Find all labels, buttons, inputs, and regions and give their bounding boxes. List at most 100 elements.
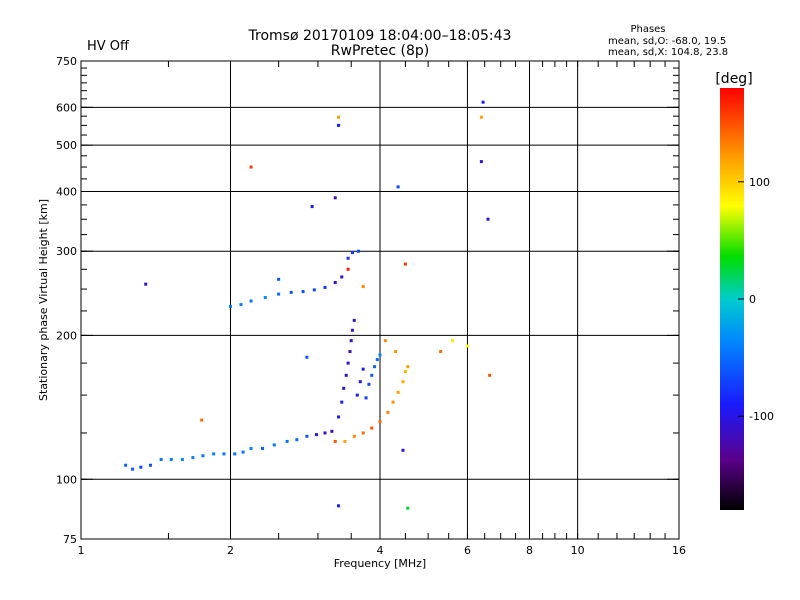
data-point [378,420,382,424]
data-point [191,456,195,460]
data-point [222,452,226,456]
data-point [144,282,148,286]
data-point [229,304,232,308]
data-point [396,390,400,394]
data-point [481,100,485,104]
data-point [378,353,382,357]
x-tick-label: 16 [672,544,686,557]
y-tick-label: 400 [56,185,77,198]
data-point [333,281,337,285]
data-point [277,292,281,296]
data-point [386,410,390,414]
data-point [356,249,360,253]
data-point [361,367,365,371]
y-axis-label: Stationary phase Virtual Height [km] [37,199,50,401]
x-axis-label: Frequency [MHz] [334,557,426,570]
y-tick-label: 500 [56,139,77,152]
data-point [349,339,353,343]
data-point [373,365,377,369]
y-tick-label: 600 [56,101,77,114]
x-tick-label: 4 [377,544,384,557]
data-point [131,467,135,471]
data-point [401,380,405,384]
data-point [346,256,350,260]
data-point [249,446,253,450]
data-point [355,393,359,397]
data-point [323,285,327,289]
data-points [124,100,492,510]
data-point [361,285,365,289]
stats-heading: Phases [630,24,665,35]
data-point [375,358,379,362]
data-point [350,328,354,332]
y-tick-labels: 75 100 200 300 400 500 600 750 [56,55,77,546]
data-point [451,339,455,343]
data-point [370,426,374,430]
colorbar-ticks: 100 0 -100 [738,176,774,423]
data-point [323,431,327,435]
chart-title: Tromsø 20170109 18:04:00–18:05:43 [248,28,512,44]
x-tick-labels: 1 2 4 6 8 10 16 [78,544,687,557]
data-point [348,350,352,354]
data-point [249,165,253,169]
x-tick-label: 10 [571,544,585,557]
data-point [479,160,483,164]
data-point [169,457,173,461]
data-point [310,205,314,209]
data-point [285,439,289,443]
data-point [361,431,365,435]
data-point [406,506,410,510]
data-point [333,439,337,443]
data-point [396,185,400,189]
data-point [277,277,281,281]
data-point [403,370,407,374]
data-point [124,463,128,467]
data-point [159,457,163,461]
data-point [344,373,348,377]
data-point [261,446,265,450]
data-point [394,350,398,354]
data-point [305,434,309,438]
data-point [241,450,245,454]
data-point [488,373,492,377]
data-point [343,439,347,443]
data-point [337,415,341,419]
stats-line-x: mean, sd,X: 104.8, 23.8 [608,47,728,58]
data-point [403,262,407,266]
data-point [350,251,354,255]
data-point [315,433,319,437]
data-point [212,452,216,456]
data-point [340,400,344,404]
data-point [301,290,305,294]
stats-line-o: mean, sd,O: -68.0, 19.5 [608,36,726,47]
axis-ticks [80,60,680,540]
data-point [272,443,276,447]
hv-status: HV Off [87,39,130,54]
data-point [370,373,374,377]
colorbar-tick-label: 0 [749,293,756,306]
data-point [239,303,243,307]
data-point [367,382,371,386]
data-point [439,350,443,354]
data-point [249,299,253,303]
data-point [342,386,346,390]
data-point [406,365,410,369]
y-tick-label: 750 [56,55,77,68]
data-point [337,504,341,508]
y-tick-label: 300 [56,245,77,258]
data-point [263,296,267,300]
data-point [486,217,490,221]
data-point [391,400,395,404]
data-point [401,448,405,452]
data-point [364,396,368,400]
data-point [201,454,205,458]
data-point [358,380,362,384]
data-point [305,355,309,359]
colorbar-tick-label: -100 [749,410,774,423]
colorbar-label: [deg] [715,71,752,87]
data-point [289,290,293,294]
x-tick-label: 8 [526,544,533,557]
data-point [383,339,387,343]
data-point [352,434,356,438]
chart-subtitle: RwPretec (8p) [331,43,429,59]
